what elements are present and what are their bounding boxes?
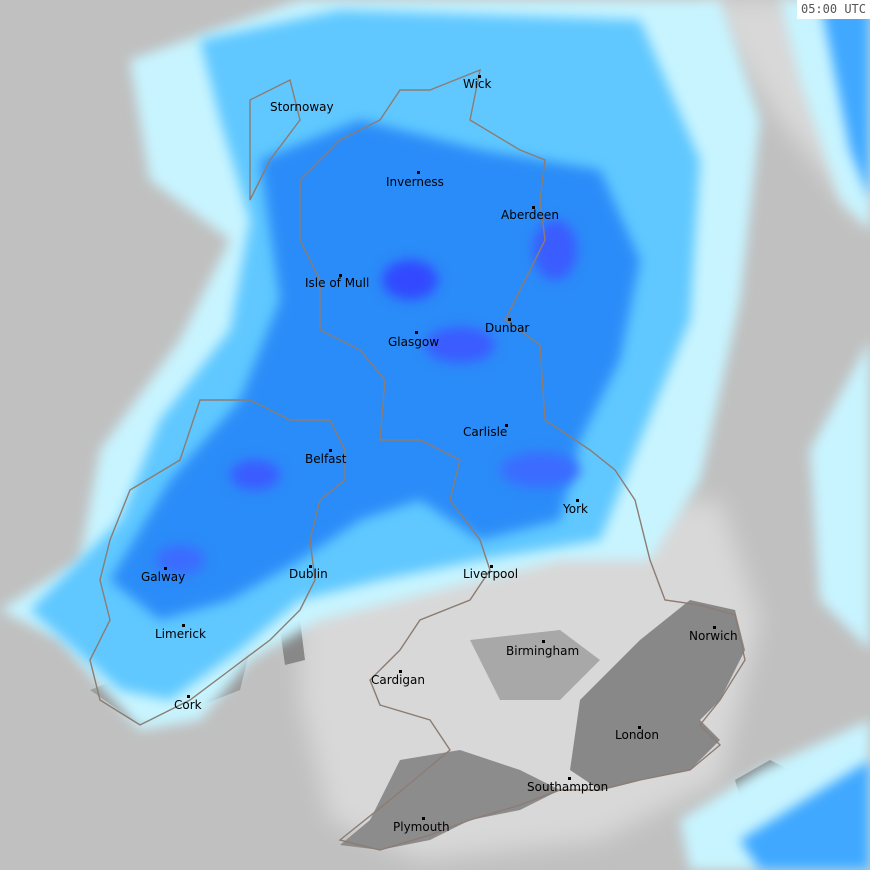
city-label-belfast: Belfast xyxy=(305,452,347,466)
city-label-aberdeen: Aberdeen xyxy=(501,208,559,222)
city-marker-isle-of-mull xyxy=(339,274,342,277)
city-label-plymouth: Plymouth xyxy=(393,820,450,834)
city-label-glasgow: Glasgow xyxy=(388,335,440,349)
city-marker-cork xyxy=(187,695,190,698)
city-marker-york xyxy=(576,499,579,502)
city-marker-wick xyxy=(478,75,481,78)
city-marker-inverness xyxy=(417,171,420,174)
city-label-carlisle: Carlisle xyxy=(463,425,508,439)
city-label-limerick: Limerick xyxy=(155,627,206,641)
city-marker-limerick xyxy=(182,624,185,627)
city-label-london: London xyxy=(615,728,659,742)
coastline xyxy=(89,68,746,851)
city-label-inverness: Inverness xyxy=(386,175,444,189)
city-label-liverpool: Liverpool xyxy=(463,567,519,581)
city-label-cardigan: Cardigan xyxy=(371,673,425,687)
city-marker-galway xyxy=(164,567,167,570)
city-marker-belfast xyxy=(329,449,332,452)
city-marker-southampton xyxy=(568,777,571,780)
city-label-norwich: Norwich xyxy=(689,629,738,643)
city-marker-birmingham xyxy=(542,640,545,643)
city-marker-glasgow xyxy=(415,331,418,334)
city-marker-carlisle xyxy=(505,424,508,427)
city-label-stornoway: Stornoway xyxy=(270,100,334,114)
city-label-southampton: Southampton xyxy=(527,780,609,794)
city-marker-cardigan xyxy=(399,670,402,673)
city-marker-plymouth xyxy=(422,817,425,820)
city-label-cork: Cork xyxy=(174,698,202,712)
timestamp-label: 05:00 UTC xyxy=(796,0,870,19)
city-marker-aberdeen xyxy=(532,206,535,209)
city-label-galway: Galway xyxy=(141,570,186,584)
city-label-york: York xyxy=(563,502,588,516)
city-marker-norwich xyxy=(713,626,716,629)
city-marker-liverpool xyxy=(490,565,493,568)
city-marker-dunbar xyxy=(508,318,511,321)
city-label-isle-of-mull: Isle of Mull xyxy=(305,276,370,290)
city-label-dublin: Dublin xyxy=(289,567,328,581)
city-marker-dublin xyxy=(309,565,312,568)
city-label-birmingham: Birmingham xyxy=(506,644,580,658)
dry-land xyxy=(90,600,800,850)
city-marker-london xyxy=(638,726,641,729)
city-label-dunbar: Dunbar xyxy=(485,321,530,335)
moderate-rain xyxy=(110,120,640,620)
city-label-wick: Wick xyxy=(463,77,492,91)
